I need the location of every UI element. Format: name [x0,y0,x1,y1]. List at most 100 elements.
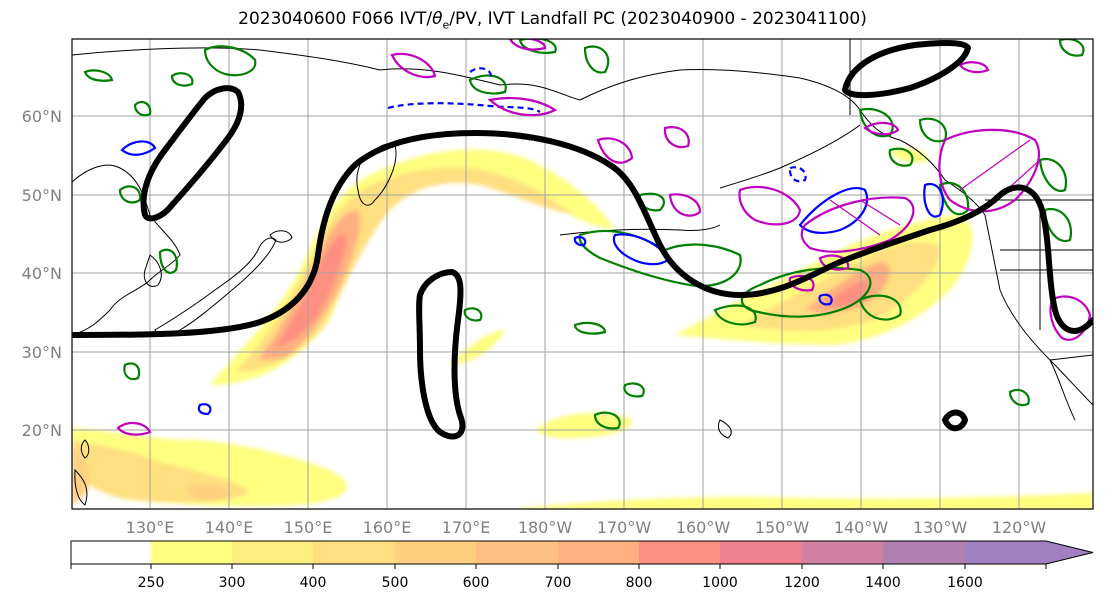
colorbar-bin [883,541,965,564]
lon-label: 170°W [597,518,652,537]
colorbar-bin [313,541,395,564]
coast-philippines [74,468,88,506]
lon-label: 130°W [913,518,968,537]
colorbar-bin [639,541,720,564]
colorbar-bin [71,541,151,564]
lon-label: 150°E [284,518,333,537]
colorbar-outline [70,540,1094,565]
colorbar-bin [232,541,313,564]
colorbar-tick-label: 1400 [865,575,901,591]
theta-e-blue-contour [788,166,807,183]
ivt-fill-level16 [520,493,1093,509]
coast-us-west [984,214,1093,406]
ivt-fill-level17 [310,486,338,496]
theta-e-blue-contour [923,182,944,218]
theta-e-green-contour [118,185,142,204]
colorbar-bin [802,541,883,564]
theta-e-green-contour [463,307,483,322]
colorbar-tick-label: 800 [626,575,653,591]
ivt-fill-level10 [890,148,930,163]
colorbar-tick-label: 500 [382,575,409,591]
ivt-fill-level5 [448,330,505,365]
theta-e-blue-contour [818,293,833,306]
pv-contour [829,199,881,236]
theta-e-green-contour [858,294,902,321]
colorbar: 250 300 400 500 600 700 800 1000 1200 14… [70,540,1094,591]
theta-e-blue-contour [387,102,541,113]
coast-siberia [72,47,581,101]
colorbar-bin [720,541,802,564]
colorbar-bin [558,541,639,564]
theta-e-green-contour [1008,388,1030,407]
theta-e-green-contour [713,304,757,326]
theta-e-green-contour [583,45,610,74]
lon-label: 120°W [992,518,1047,537]
pv-contour [818,254,850,271]
ivt-shading [72,148,1093,509]
theta-e-green-contour [83,69,114,82]
theta-e-green-contour [518,39,557,54]
pv-contour [800,196,915,253]
theta-e-blue-contour [798,187,868,234]
colorbar-tick-label: 400 [300,575,327,591]
colorbar-tick-label: 250 [138,575,165,591]
pv-contours [116,39,1092,436]
theta-e-green-contour [918,117,948,143]
pv-contour [958,61,990,74]
pv-contour [1049,295,1092,341]
colorbar-tick-label: 1600 [947,575,983,591]
theta-e-green-contour [170,72,194,87]
theta-e-blue-contour [197,403,212,416]
pv-contour [938,128,1040,213]
coast-alaska-peninsula [719,124,861,189]
lon-label: 140°W [834,518,889,537]
theta-e-green-contour [158,248,178,274]
theta-e-green-contour [1058,39,1085,57]
theta-e-blue-contour [612,233,672,266]
coast-asia-mainland [72,164,181,336]
pv-contour [859,199,901,226]
theta-e-blue-contour [120,140,157,156]
map-title: 2023040600 F066 IVT/θe/PV, IVT Landfall … [238,9,867,32]
pv-contour [738,185,802,226]
theta-e-green-contour [623,382,645,398]
theta-e-blue-contour [573,236,587,247]
gridlines [72,39,1093,509]
ivt-fill-level15 [535,413,632,438]
coastlines [72,39,1093,506]
colorbar-extend-arrow [965,541,1093,564]
coast-taiwan [80,439,90,459]
lon-label: 150°W [755,518,810,537]
pv-contour [596,137,634,164]
map-frame [71,38,1094,510]
ivt-main-contour [72,130,1093,338]
colorbar-tick-label: 600 [463,575,490,591]
pv-contour [116,422,152,436]
coast-alaska [579,68,946,181]
ivt-fill-level4 [275,235,347,348]
ivt-closed-contour-west [140,85,245,222]
lat-label: 30°N [22,343,62,362]
coast-hawaii [717,419,732,439]
lat-label: 60°N [22,107,62,126]
ivt-closed-contour-ne [842,40,971,99]
lat-label: 50°N [22,186,62,205]
ivt-fill-level9 [825,280,869,306]
ivt-closed-contour-small [942,409,968,432]
ivt-landfall-contours [72,40,1093,440]
theta-e-green-contour [123,362,141,381]
lon-label: 160°E [363,518,412,537]
colorbar-bin [395,541,476,564]
colorbar-tick-label: 1000 [702,575,738,591]
colorbar-bin [151,541,232,564]
colorbar-tick-label: 300 [219,575,246,591]
lon-label: 170°E [442,518,491,537]
pv-contour [663,126,690,149]
lon-label: 180°W [518,518,573,537]
ivt-closed-contour-central [416,269,466,440]
theta-e-positive-contours [83,39,1085,430]
theta-e-green-contour [573,321,607,335]
longitude-labels: 130°E 140°E 150°E 160°E 170°E 180°W 170°… [126,518,1047,537]
theta-e-green-contour [858,107,894,138]
